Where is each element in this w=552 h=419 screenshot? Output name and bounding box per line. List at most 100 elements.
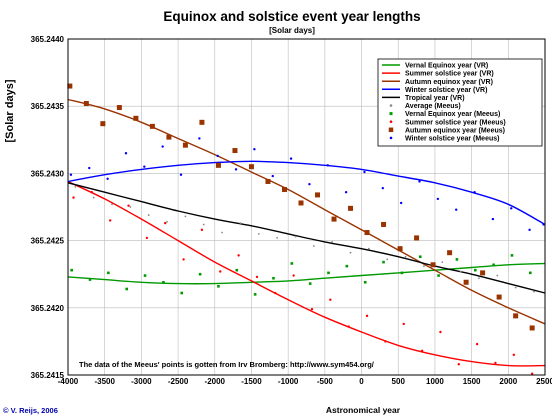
legend-label: Winter solstice year (VR) xyxy=(405,87,487,94)
data-point-autumn-equinox-year-meeus xyxy=(364,230,370,236)
data-point-autumn-equinox-year-meeus xyxy=(182,142,188,148)
x-tick-label: -1000 xyxy=(278,377,299,386)
data-point-autumn-equinox-year-meeus xyxy=(348,205,354,211)
data-point-average-meeus xyxy=(441,261,444,264)
data-point-vernal-equinox-year-meeus xyxy=(217,284,220,288)
data-point-autumn-equinox-year-meeus xyxy=(315,192,321,198)
data-point-winter-solstice-year-meeus xyxy=(143,165,146,168)
legend-box xyxy=(377,58,543,147)
data-point-average-meeus xyxy=(349,251,352,254)
data-point-autumn-equinox-year-meeus xyxy=(67,83,73,89)
legend-swatch-marker xyxy=(389,104,393,107)
legend: Vernal Equinox year (VR)Summer solstice … xyxy=(377,58,543,147)
x-tick-label: 0 xyxy=(359,377,364,386)
data-point-vernal-equinox-year-meeus xyxy=(162,280,165,284)
data-point-average-meeus xyxy=(257,232,260,235)
data-point-vernal-equinox-year-meeus xyxy=(473,268,477,272)
data-point-average-meeus xyxy=(423,265,425,268)
series-vernal-equinox-year-meeus xyxy=(70,254,532,296)
data-point-average-meeus xyxy=(533,290,535,293)
x-tick-label: -3500 xyxy=(94,377,115,386)
data-point-autumn-equinox-year-meeus xyxy=(116,105,122,111)
series-line-tropical-year-vr xyxy=(67,182,546,294)
legend-swatch-marker xyxy=(389,136,393,140)
legend-item: Summer solstice year (VR) xyxy=(382,71,494,78)
x-tick-label: -2000 xyxy=(205,377,226,386)
y-tick-label: 365.2420 xyxy=(31,304,65,313)
data-point-average-meeus xyxy=(202,223,205,226)
data-point-autumn-equinox-year-meeus xyxy=(215,162,221,168)
data-point-winter-solstice-year-meeus xyxy=(69,173,73,176)
legend-label: Winter solstice year (Meeus) xyxy=(405,136,499,143)
data-point-summer-solstice-year-meeus xyxy=(310,307,314,311)
legend-label: Autumn equinox year (VR) xyxy=(405,79,493,86)
data-point-vernal-equinox-year-meeus xyxy=(418,255,422,259)
x-tick-label: -4000 xyxy=(58,377,79,386)
credit-text: © V. Reijs, 2006 xyxy=(3,406,58,415)
series-average-meeus xyxy=(74,185,535,293)
data-point-vernal-equinox-year-meeus xyxy=(272,276,275,280)
data-point-autumn-equinox-year-meeus xyxy=(414,235,420,241)
data-point-autumn-equinox-year-meeus xyxy=(133,115,139,121)
data-point-autumn-equinox-year-meeus xyxy=(298,200,304,206)
data-point-winter-solstice-year-meeus xyxy=(124,152,128,155)
data-point-summer-solstice-year-meeus xyxy=(530,372,534,375)
data-point-winter-solstice-year-meeus xyxy=(253,148,256,151)
x-tick-label: 500 xyxy=(392,377,406,386)
data-point-winter-solstice-year-meeus xyxy=(510,207,513,210)
series-winter-solstice-year-meeus xyxy=(69,137,545,232)
legend-item: Tropical year (VR) xyxy=(382,95,465,102)
data-point-summer-solstice-year-meeus xyxy=(127,204,130,207)
data-point-winter-solstice-year-meeus xyxy=(399,201,403,205)
data-point-summer-solstice-year-meeus xyxy=(182,258,185,261)
data-point-winter-solstice-year-meeus xyxy=(198,137,201,140)
data-point-vernal-equinox-year-meeus xyxy=(382,260,385,264)
data-point-winter-solstice-year-meeus xyxy=(491,217,495,221)
y-tick-label: 365.2425 xyxy=(31,237,65,246)
y-tick-label: 365.2430 xyxy=(31,169,65,178)
data-point-winter-solstice-year-meeus xyxy=(179,173,183,176)
data-point-winter-solstice-year-meeus xyxy=(234,168,238,171)
legend-swatch-marker xyxy=(388,127,394,133)
data-point-summer-solstice-year-meeus xyxy=(494,361,497,365)
x-tick-label: -2500 xyxy=(168,377,189,386)
data-point-winter-solstice-year-meeus xyxy=(455,208,458,211)
data-point-average-meeus xyxy=(294,235,297,238)
x-axis-label: Astronomical year xyxy=(326,405,401,415)
data-point-vernal-equinox-year-meeus xyxy=(510,254,514,257)
legend-swatch-marker xyxy=(389,112,393,116)
data-point-vernal-equinox-year-meeus xyxy=(363,280,367,284)
data-point-average-meeus xyxy=(367,247,370,250)
data-point-winter-solstice-year-meeus xyxy=(418,180,421,183)
data-point-vernal-equinox-year-meeus xyxy=(327,271,330,275)
y-tick-label: 365.2415 xyxy=(31,371,65,380)
data-point-summer-solstice-year-meeus xyxy=(420,349,424,353)
data-point-winter-solstice-year-meeus xyxy=(88,166,91,170)
legend-label: Summer solstice year (Meeus) xyxy=(405,119,506,126)
y-tick-label: 365.2435 xyxy=(31,102,65,111)
x-tick-label: 2500 xyxy=(536,377,552,386)
data-point-vernal-equinox-year-meeus xyxy=(437,274,440,277)
x-tick-label: -3000 xyxy=(131,377,152,386)
y-axis-label: [Solar days] xyxy=(4,79,16,142)
plot-frame xyxy=(67,38,546,376)
data-point-winter-solstice-year-meeus xyxy=(528,228,531,232)
data-point-autumn-equinox-year-meeus xyxy=(281,187,287,193)
data-point-vernal-equinox-year-meeus xyxy=(492,263,495,267)
legend-swatch-marker xyxy=(389,120,393,123)
data-point-summer-solstice-year-meeus xyxy=(402,322,405,326)
data-point-autumn-equinox-year-meeus xyxy=(331,216,337,222)
data-point-winter-solstice-year-meeus xyxy=(436,197,440,201)
data-point-autumn-equinox-year-meeus xyxy=(480,270,486,276)
legend-item: Winter solstice year (VR) xyxy=(382,87,487,94)
data-point-winter-solstice-year-meeus xyxy=(308,182,311,186)
data-point-autumn-equinox-year-meeus xyxy=(381,221,387,227)
series-line-winter-solstice-year-vr xyxy=(67,160,546,226)
data-point-autumn-equinox-year-meeus xyxy=(447,250,453,256)
data-point-autumn-equinox-year-meeus xyxy=(166,134,172,140)
series-tropical-year-vr xyxy=(67,182,546,294)
data-point-vernal-equinox-year-meeus xyxy=(198,272,202,276)
data-point-vernal-equinox-year-meeus xyxy=(125,287,129,291)
